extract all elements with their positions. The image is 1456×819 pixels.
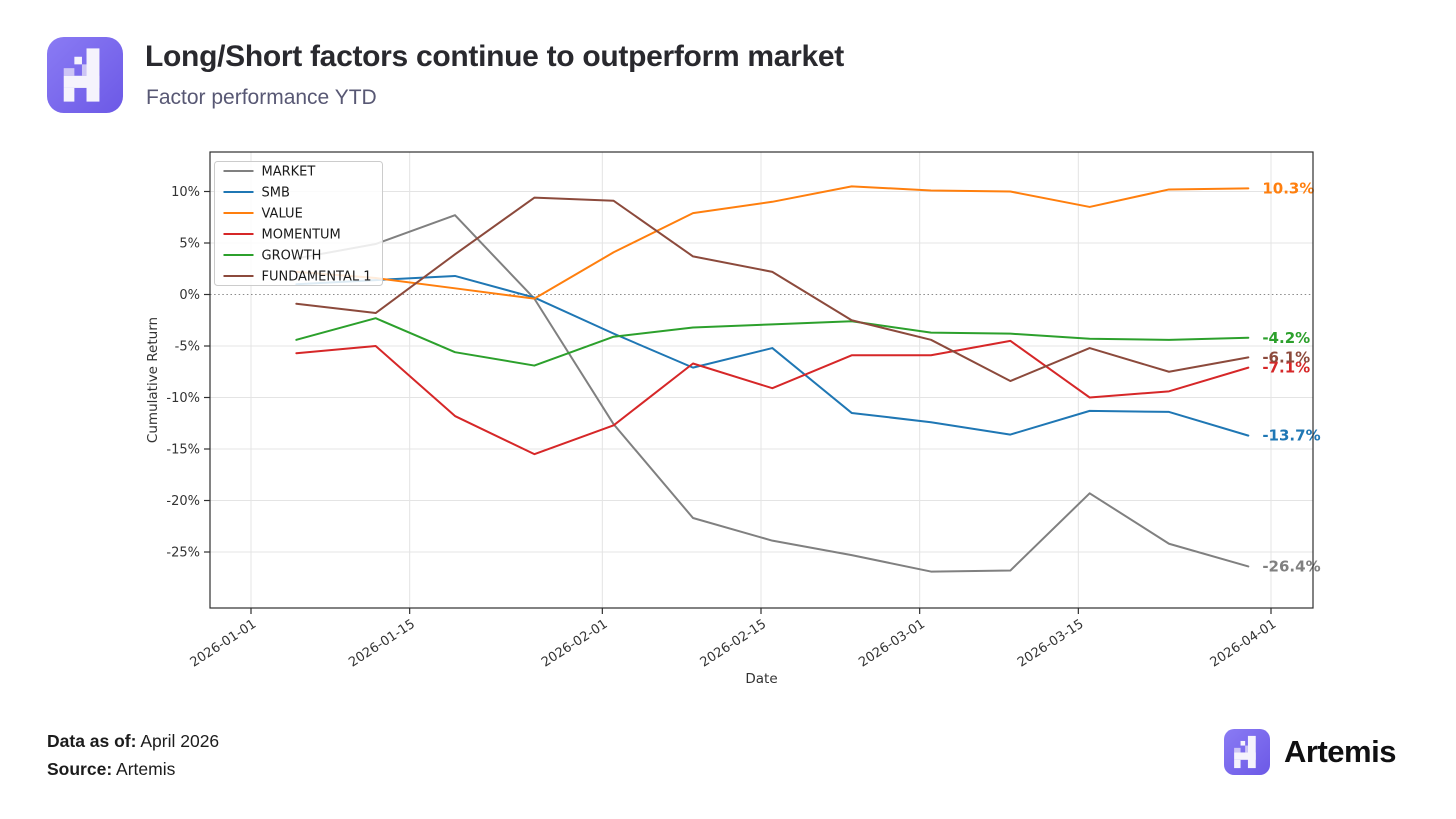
y-tick-label: -10% <box>166 391 200 406</box>
source-line: Source: Artemis <box>47 755 219 783</box>
source-value: Artemis <box>112 759 176 779</box>
page-subtitle: Factor performance YTD <box>146 86 377 109</box>
series-end-label: -6.1% <box>1262 348 1310 366</box>
brand-lockup: Artemis <box>1224 729 1396 775</box>
data-as-of-label: Data as of: <box>47 731 137 751</box>
x-tick-label: 2026-03-01 <box>856 617 928 671</box>
y-tick-label: -15% <box>166 443 200 458</box>
source-label: Source: <box>47 759 113 779</box>
legend-label: SMB <box>262 186 290 201</box>
series-line-growth <box>295 317 1250 367</box>
series-line-momentum <box>295 339 1250 456</box>
x-tick-label: 2026-02-01 <box>539 617 611 671</box>
legend-label: MARKET <box>262 165 316 180</box>
x-tick-label: 2026-03-15 <box>1015 617 1087 671</box>
series-line-fundamental-1 <box>295 196 1250 383</box>
y-tick-label: 10% <box>171 185 200 200</box>
x-tick-label: 2026-01-01 <box>188 617 260 671</box>
series-line-market <box>295 214 1250 573</box>
y-tick-label: -25% <box>166 546 200 561</box>
chart-canvas: -26.4% -13.7% 10.3% -7.1% -4.2%-6.1% 10% 5% 0% -… <box>145 151 1321 687</box>
series-end-label: -4.2% <box>1262 329 1310 347</box>
artemis-logo-icon-small <box>1224 729 1270 775</box>
series-end-label: -13.7% <box>1262 427 1320 445</box>
legend-label: FUNDAMENTAL 1 <box>262 270 372 285</box>
y-tick-label: 5% <box>179 237 200 252</box>
footer-notes: Data as of: April 2026 Source: Artemis <box>47 727 219 783</box>
y-axis-title: Cumulative Return <box>145 317 161 443</box>
legend-box <box>214 161 383 286</box>
x-tick-label: 2026-02-15 <box>698 617 770 671</box>
artemis-logo-icon <box>47 37 123 113</box>
x-tick-label: 2026-04-01 <box>1208 617 1280 671</box>
series-end-label: -26.4% <box>1262 557 1320 575</box>
series-line-smb <box>295 274 1250 437</box>
series-end-label: 10.3% <box>1262 179 1314 197</box>
legend-label: GROWTH <box>262 249 322 264</box>
legend-label: VALUE <box>262 207 303 222</box>
y-tick-label: 0% <box>179 288 200 303</box>
x-tick-label: 2026-01-15 <box>346 617 418 671</box>
series-end-label: -7.1% <box>1262 359 1310 377</box>
page-title: Long/Short factors continue to outperfor… <box>145 40 844 73</box>
data-as-of-value: April 2026 <box>136 731 220 751</box>
y-tick-label: -20% <box>166 494 200 509</box>
data-as-of-line: Data as of: April 2026 <box>47 727 219 755</box>
brand-wordmark: Artemis <box>1284 734 1396 769</box>
factor-performance-chart: -26.4% -13.7% 10.3% -7.1% -4.2% -6.1% 10% 5% 0% -… <box>0 130 1456 705</box>
series-line-value <box>295 185 1250 300</box>
x-axis-title: Date <box>745 671 777 687</box>
legend-label: MOMENTUM <box>262 228 341 243</box>
y-tick-label: -5% <box>175 340 200 355</box>
